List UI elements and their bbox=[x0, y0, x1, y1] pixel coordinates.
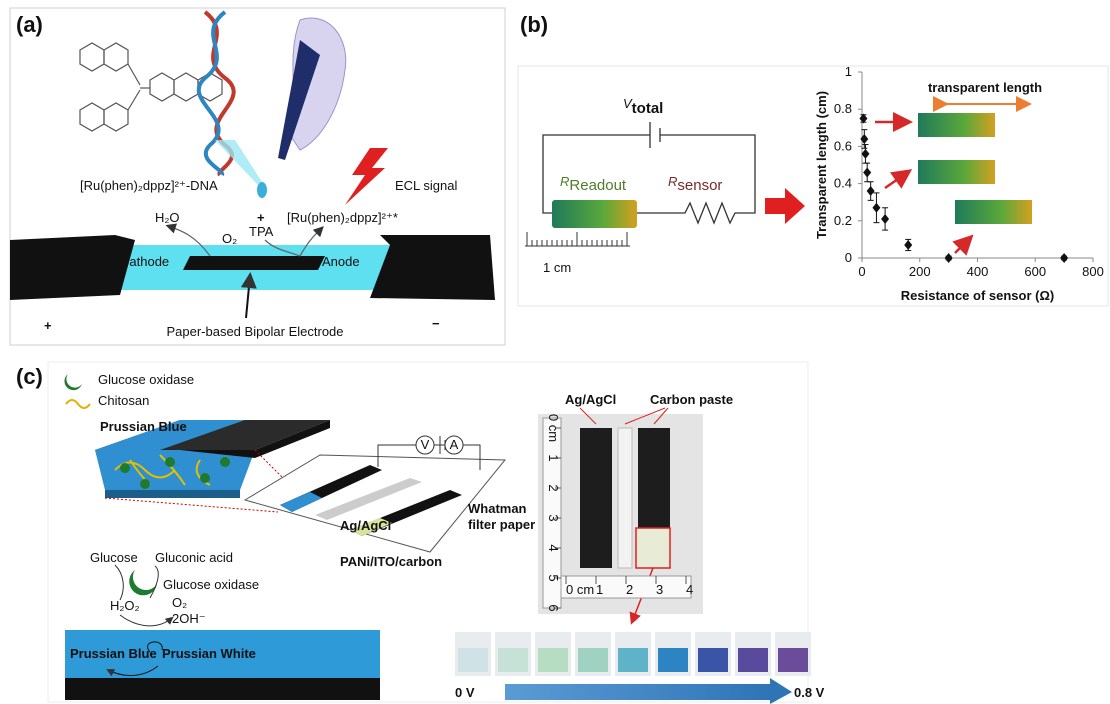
ruler-label: 1 bbox=[596, 582, 603, 597]
meter-label: A bbox=[450, 437, 459, 452]
label: − bbox=[432, 316, 440, 331]
x-tick-label: 0 bbox=[858, 264, 865, 279]
label: Cathode bbox=[120, 254, 169, 269]
label: Prussian Blue bbox=[70, 646, 157, 661]
ruler-label: 6 bbox=[546, 604, 561, 611]
label: O₂ bbox=[172, 595, 187, 610]
panel-c: (c) Glucose oxidase Chitosan Prussian Bl… bbox=[16, 362, 825, 704]
ruler-label: 0 cm bbox=[546, 414, 561, 442]
swatch bbox=[738, 648, 768, 672]
label: filter paper bbox=[468, 517, 535, 532]
ruler-label: 4 bbox=[686, 582, 693, 597]
x-axis-label: Resistance of sensor (Ω) bbox=[901, 288, 1054, 303]
label: Glucose oxidase bbox=[163, 577, 259, 592]
scale-label: 1 cm bbox=[543, 260, 571, 275]
label: H₂O bbox=[155, 210, 180, 225]
panel-label: (a) bbox=[16, 12, 43, 37]
inset-image bbox=[918, 160, 995, 184]
label-main: R bbox=[668, 174, 677, 189]
strip-edge bbox=[105, 490, 240, 498]
swatch bbox=[778, 648, 808, 672]
swatch bbox=[658, 648, 688, 672]
panel-label: (c) bbox=[16, 364, 43, 389]
label: Ag/AgCl bbox=[340, 518, 391, 533]
label: [Ru(phen)₂dppz]²⁺-DNA bbox=[80, 178, 218, 193]
label: Prussian Blue bbox=[100, 419, 187, 434]
label: ECL signal bbox=[395, 178, 457, 193]
ruler-label: 3 bbox=[546, 514, 561, 521]
ruler-label: 3 bbox=[656, 582, 663, 597]
label-sub: total bbox=[632, 100, 664, 117]
label: Carbon paste bbox=[650, 392, 733, 407]
x-tick-label: 800 bbox=[1082, 264, 1104, 279]
label-sub: sensor bbox=[677, 177, 722, 194]
panel-b: (b) Vtotal RReadout Rsensor 1 cm transpa… bbox=[518, 12, 1108, 306]
panel-label: (b) bbox=[520, 12, 548, 37]
swatch bbox=[578, 648, 608, 672]
swatch bbox=[698, 648, 728, 672]
label: + bbox=[257, 210, 265, 225]
readout-image bbox=[552, 200, 637, 228]
electrode-photo bbox=[618, 428, 632, 568]
ruler-label: 4 bbox=[546, 544, 561, 551]
label-main: R bbox=[560, 174, 569, 189]
panel-a: (a) [Ru(phen)₂dppz]²⁺-DNA ECL signal + H… bbox=[10, 8, 505, 345]
y-axis-label: Transparent length (cm) bbox=[814, 91, 829, 239]
label: e⁻ bbox=[104, 674, 118, 689]
electrode bbox=[10, 235, 135, 300]
ruler-label: 2 bbox=[546, 484, 561, 491]
ruler-label: 5 bbox=[546, 574, 561, 581]
label: Prussian White bbox=[162, 646, 256, 661]
label: Whatman bbox=[468, 501, 527, 516]
figure: (a) [Ru(phen)₂dppz]²⁺-DNA ECL signal + H… bbox=[0, 0, 1110, 704]
swatch bbox=[498, 648, 528, 672]
inset-label: transparent length bbox=[928, 80, 1042, 95]
legend-label: Chitosan bbox=[98, 393, 149, 408]
x-tick-label: 200 bbox=[909, 264, 931, 279]
label: 2OH⁻ bbox=[172, 611, 206, 626]
caption: Paper-based Bipolar Electrode bbox=[166, 324, 343, 339]
swatch bbox=[538, 648, 568, 672]
y-tick-label: 0.8 bbox=[834, 101, 852, 116]
ruler-label: 1 bbox=[546, 454, 561, 461]
meter-label: V bbox=[421, 437, 430, 452]
detection-zone bbox=[636, 528, 670, 568]
y-tick-label: 0.4 bbox=[834, 176, 852, 191]
color-swatches bbox=[455, 632, 811, 676]
y-tick-label: 0.6 bbox=[834, 138, 852, 153]
label: [Ru(phen)₂dppz]²⁺* bbox=[287, 210, 398, 225]
label: PANi/ITO/carbon bbox=[340, 554, 442, 569]
droplet bbox=[257, 182, 267, 198]
electrode-photo bbox=[580, 428, 612, 568]
y-tick-label: 0.2 bbox=[834, 213, 852, 228]
voltage-arrow bbox=[505, 684, 770, 700]
x-tick-label: 400 bbox=[967, 264, 989, 279]
label: Anode bbox=[322, 254, 360, 269]
label: 0.8 V bbox=[794, 685, 825, 700]
ruler-label: 2 bbox=[626, 582, 633, 597]
y-tick-label: 0 bbox=[845, 250, 852, 265]
y-tick-label: 1 bbox=[845, 64, 852, 79]
legend-label: Glucose oxidase bbox=[98, 372, 194, 387]
x-tick-label: 600 bbox=[1024, 264, 1046, 279]
bipolar-electrode bbox=[183, 256, 325, 270]
inset-image bbox=[918, 113, 995, 137]
label: O₂ bbox=[222, 231, 237, 246]
label: + bbox=[44, 318, 52, 333]
label: Ag/AgCl bbox=[565, 392, 616, 407]
inset-image bbox=[955, 200, 1032, 224]
label: H₂O₂ bbox=[110, 598, 140, 613]
label: Glucose bbox=[90, 550, 138, 565]
label-sub: Readout bbox=[569, 177, 627, 194]
label: 0 V bbox=[455, 685, 475, 700]
swatch bbox=[458, 648, 488, 672]
swatch bbox=[618, 648, 648, 672]
ruler-label: 0 cm bbox=[566, 582, 594, 597]
label: Gluconic acid bbox=[155, 550, 233, 565]
label: TPA bbox=[249, 224, 274, 239]
label: RReadout bbox=[560, 174, 627, 194]
